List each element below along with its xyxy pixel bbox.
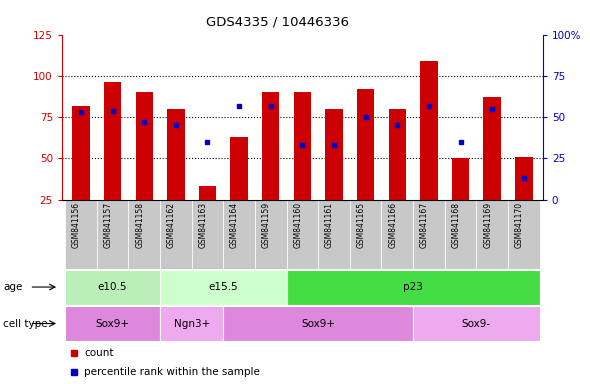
Bar (294, 92, 311, 200)
Text: GSM841167: GSM841167 (420, 202, 429, 248)
Bar (350, 200, 382, 269)
Bar (483, 97, 501, 200)
Bar (199, 187, 216, 200)
Text: GSM841164: GSM841164 (230, 202, 239, 248)
Text: GSM841156: GSM841156 (72, 202, 81, 248)
Bar (160, 306, 223, 341)
Bar (104, 83, 122, 200)
Text: count: count (84, 348, 114, 358)
Bar (97, 200, 129, 269)
Bar (262, 92, 280, 200)
Text: GSM841166: GSM841166 (388, 202, 397, 248)
Text: GSM841160: GSM841160 (293, 202, 302, 248)
Bar (129, 200, 160, 269)
Bar (452, 158, 469, 200)
Text: GSM841162: GSM841162 (167, 202, 176, 248)
Bar (357, 89, 374, 200)
Text: e15.5: e15.5 (208, 282, 238, 292)
Text: GDS4335 / 10446336: GDS4335 / 10446336 (206, 15, 349, 28)
Bar (389, 109, 406, 200)
Text: Ngn3+: Ngn3+ (173, 318, 210, 329)
Bar (223, 200, 255, 269)
Bar (508, 200, 540, 269)
Text: GSM841170: GSM841170 (515, 202, 524, 248)
Text: GSM841165: GSM841165 (356, 202, 366, 248)
Text: GSM841157: GSM841157 (104, 202, 113, 248)
Bar (160, 270, 287, 305)
Bar (231, 137, 248, 200)
Bar (65, 200, 97, 269)
Bar (255, 200, 287, 269)
Text: percentile rank within the sample: percentile rank within the sample (84, 367, 260, 377)
Bar (515, 157, 533, 200)
Text: GSM841169: GSM841169 (483, 202, 492, 248)
Bar (72, 106, 90, 200)
Text: age: age (3, 282, 22, 292)
Bar (65, 270, 160, 305)
Text: GSM841163: GSM841163 (198, 202, 208, 248)
Text: p23: p23 (403, 282, 423, 292)
Bar (223, 306, 413, 341)
Bar (445, 200, 476, 269)
Bar (382, 200, 413, 269)
Bar (413, 306, 540, 341)
Bar (167, 109, 185, 200)
Bar (413, 200, 445, 269)
Text: GSM841158: GSM841158 (135, 202, 144, 248)
Bar (65, 306, 160, 341)
Text: GSM841168: GSM841168 (451, 202, 461, 248)
Bar (192, 200, 223, 269)
Text: cell type: cell type (3, 318, 48, 329)
Bar (420, 61, 438, 200)
Text: Sox9+: Sox9+ (96, 318, 130, 329)
Text: Sox9-: Sox9- (462, 318, 491, 329)
Text: Sox9+: Sox9+ (301, 318, 335, 329)
Bar (476, 200, 508, 269)
Text: e10.5: e10.5 (98, 282, 127, 292)
Bar (318, 200, 350, 269)
Text: GSM841161: GSM841161 (325, 202, 334, 248)
Text: GSM841159: GSM841159 (262, 202, 271, 248)
Bar (287, 200, 318, 269)
Bar (160, 200, 192, 269)
Bar (136, 92, 153, 200)
Bar (287, 270, 540, 305)
Bar (325, 109, 343, 200)
